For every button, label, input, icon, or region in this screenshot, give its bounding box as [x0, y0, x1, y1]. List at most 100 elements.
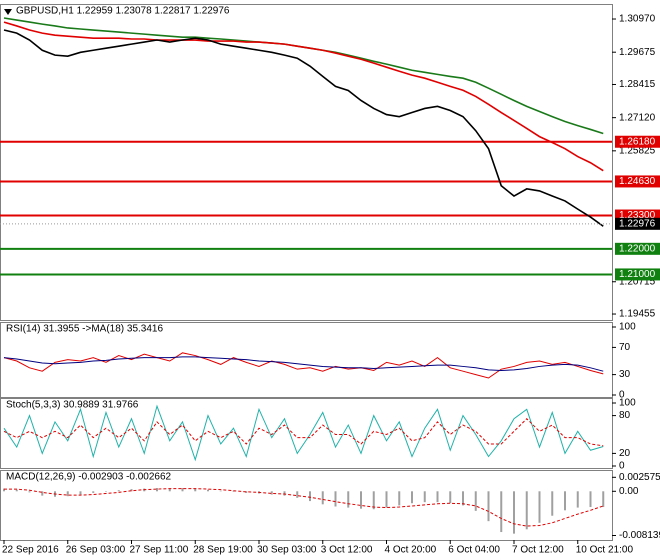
x-tick-label: 4 Oct 20:00 — [385, 545, 437, 556]
x-tick-label: 10 Oct 21:00 — [576, 545, 634, 556]
histogram-bar — [347, 491, 350, 508]
histogram-bar — [207, 489, 209, 492]
histogram-bar — [551, 491, 554, 516]
y-tick-label: 70 — [619, 342, 631, 353]
panel-title: GBPUSD,H1 1.22959 1.23078 1.22817 1.2297… — [16, 6, 230, 17]
x-tick-label: 7 Oct 12:00 — [512, 545, 564, 556]
series-line — [3, 356, 604, 372]
histogram-bar — [334, 491, 337, 507]
histogram-bar — [117, 490, 120, 492]
histogram-bar — [28, 491, 31, 493]
series-line — [3, 418, 604, 447]
x-tick-label: 22 Sep 2016 — [2, 545, 59, 556]
histogram-bar — [3, 488, 5, 492]
y-tick-label: 1.30970 — [619, 14, 656, 25]
level-label: 1.21000 — [619, 269, 656, 280]
y-tick-label: 0.00 — [619, 486, 639, 497]
histogram-bar — [411, 491, 413, 504]
level-label-box — [615, 135, 660, 148]
y-tick-label: 100 — [619, 398, 636, 409]
level-label-box — [615, 175, 660, 188]
y-tick-label: 0 — [619, 390, 625, 401]
histogram-bar — [462, 491, 464, 506]
y-tick-label: 1.29675 — [619, 47, 656, 58]
histogram-bar — [105, 491, 107, 492]
rsi-panel — [0, 322, 613, 398]
histogram-bar — [385, 491, 388, 508]
y-tick-label: 80 — [619, 410, 631, 421]
histogram-bar — [513, 491, 515, 534]
histogram-bar — [398, 491, 401, 506]
last-price-box — [615, 217, 660, 230]
y-tick-label: 1.25825 — [619, 145, 656, 156]
stoch-panel — [0, 398, 613, 469]
level-label: 1.23300 — [619, 210, 656, 221]
menu-arrow — [4, 9, 12, 15]
y-tick-label: 1.20715 — [619, 276, 656, 287]
x-tick-label: 27 Sep 11:00 — [130, 545, 189, 556]
y-tick-label: 0.002575 — [619, 472, 660, 483]
level-label: 1.24630 — [619, 176, 656, 187]
histogram-bar — [219, 490, 222, 492]
histogram-bar — [360, 491, 362, 509]
series-line — [4, 488, 604, 527]
histogram-bar — [156, 488, 158, 492]
x-tick-label: 6 Oct 04:00 — [448, 545, 500, 556]
y-tick-label: 0 — [619, 461, 625, 472]
histogram-bar — [168, 488, 171, 492]
histogram-bar — [79, 491, 82, 495]
x-tick-label: 26 Sep 03:00 — [66, 545, 126, 556]
histogram-bar — [602, 491, 605, 508]
level-label-box — [615, 242, 660, 255]
histogram-bar — [449, 491, 452, 504]
price-panel — [0, 4, 613, 321]
histogram-bar — [92, 491, 95, 493]
histogram-bar — [423, 491, 426, 503]
y-tick-label: 1.28415 — [619, 79, 656, 90]
x-tick-label: 28 Sep 19:00 — [193, 545, 253, 556]
series-line — [3, 21, 604, 172]
histogram-bar — [66, 491, 69, 497]
histogram-bar — [309, 491, 311, 502]
histogram-bar — [181, 488, 184, 492]
histogram-bar — [372, 491, 375, 510]
x-tick-label: 30 Sep 03:00 — [257, 545, 317, 556]
level-label-box — [615, 268, 660, 281]
series-line — [3, 29, 604, 227]
histogram-bar — [270, 491, 273, 495]
macd-panel — [0, 470, 613, 541]
last-price-label: 1.22976 — [619, 218, 656, 229]
histogram-bar — [130, 489, 133, 492]
y-tick-label: -0.008139 — [619, 530, 660, 541]
x-tick-label: 3 Oct 12:00 — [321, 545, 373, 556]
histogram-bar — [41, 491, 44, 496]
histogram-bar — [487, 491, 490, 522]
histogram-bar — [538, 491, 541, 523]
y-tick-label: 1.19455 — [619, 309, 656, 320]
histogram-bar — [194, 488, 197, 492]
histogram-bar — [525, 491, 528, 530]
level-label: 1.26180 — [619, 136, 656, 147]
histogram-bar — [283, 491, 286, 496]
histogram-bar — [564, 491, 566, 511]
histogram-bar — [589, 491, 592, 508]
y-tick-label: 100 — [619, 322, 636, 333]
panel-title: RSI(14) 31.3955 ->MA(18) 35.3416 — [6, 324, 163, 335]
series-line — [3, 404, 604, 462]
histogram-bar — [245, 491, 248, 493]
level-label: 1.22000 — [619, 243, 656, 254]
series-line — [3, 352, 604, 379]
histogram-bar — [474, 491, 477, 511]
histogram-bar — [436, 491, 439, 503]
histogram-bar — [321, 491, 324, 505]
histogram-bar — [576, 491, 579, 508]
histogram-bar — [500, 491, 503, 533]
histogram-bar — [15, 489, 18, 492]
panel-title: MACD(12,26,9) -0.002903 -0.002662 — [6, 472, 172, 483]
y-tick-label: 30 — [619, 369, 631, 380]
panel-title: Stoch(5,3,3) 30.9889 31.9766 — [6, 400, 139, 411]
histogram-bar — [232, 491, 235, 492]
y-tick-label: 1.27120 — [619, 112, 656, 123]
